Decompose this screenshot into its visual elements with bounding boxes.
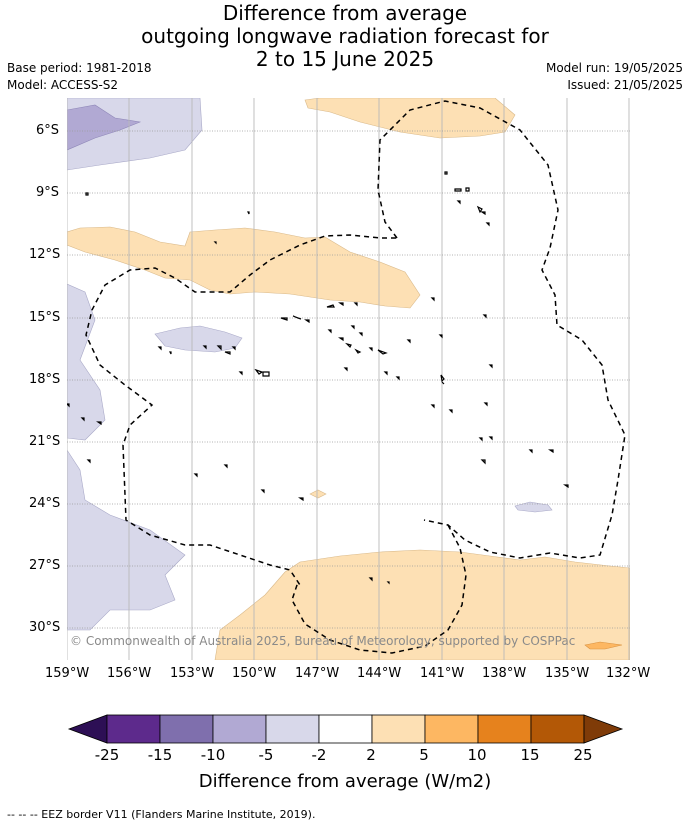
colorbar-segment	[212, 714, 267, 744]
lon-label: 132°W	[606, 666, 651, 681]
model-name: Model: ACCESS-S2	[7, 78, 119, 92]
lat-label: 12°S	[29, 247, 61, 262]
lat-label: 9°S	[36, 185, 60, 200]
lon-label: 150°W	[232, 666, 277, 681]
colorbar-tick-label: 10	[467, 746, 487, 764]
anomaly-positive-region	[304, 98, 516, 139]
lon-label: 141°W	[420, 666, 465, 681]
map-title-line-3: 2 to 15 June 2025	[255, 47, 435, 71]
colorbar-segment	[318, 714, 373, 744]
anomaly-moderate-positive-region	[584, 641, 623, 650]
colorbar-tick-label: 2	[366, 746, 376, 764]
colorbar-min-extension	[67, 714, 108, 744]
colorbar-segment	[106, 714, 161, 744]
anomaly-negative-region	[67, 283, 106, 441]
colorbar-max-extension	[583, 714, 624, 744]
lon-label: 135°W	[545, 666, 590, 681]
colorbar-tick-label: -15	[147, 746, 173, 764]
lon-label: 153°W	[170, 666, 215, 681]
colorbar-tick-label: -5	[258, 746, 274, 764]
lat-label: 24°S	[29, 496, 61, 511]
colorbar-tick-label: 15	[520, 746, 540, 764]
colorbar-segment	[530, 714, 585, 744]
anomaly-strong-negative-region	[67, 104, 142, 151]
map-title-line-1: Difference from average	[222, 1, 468, 25]
eez-legend-note: -- -- -- EEZ border V11 (Flanders Marine…	[7, 808, 316, 821]
anomaly-positive-region	[67, 226, 421, 309]
colorbar-segment	[477, 714, 532, 744]
colorbar-segment	[424, 714, 479, 744]
model-run: Model run: 19/05/2025	[545, 61, 683, 75]
lon-label: 159°W	[45, 666, 90, 681]
lon-label: 156°W	[107, 666, 152, 681]
colorbar-tick-label: -25	[94, 746, 120, 764]
anomaly-positive-region	[214, 549, 630, 660]
lat-label: 30°S	[29, 620, 61, 635]
anomaly-negative-region	[67, 449, 186, 631]
lat-label: 27°S	[29, 558, 61, 573]
map-title-line-2: outgoing longwave radiation forecast for	[141, 24, 549, 48]
anomaly-positive-region	[309, 489, 327, 499]
lon-label: 147°W	[295, 666, 340, 681]
eez-border	[85, 100, 626, 654]
copyright-notice: © Commonwealth of Australia 2025, Bureau…	[70, 634, 576, 648]
lon-label: 138°W	[482, 666, 527, 681]
colorbar-tick-label: 5	[419, 746, 429, 764]
islands	[67, 171, 569, 585]
base-period: Base period: 1981-2018	[7, 61, 152, 75]
colorbar-segment	[159, 714, 214, 744]
colorbar-segment	[265, 714, 320, 744]
colorbar-label: Difference from average (W/m2)	[198, 771, 492, 792]
colorbar-tick-label: -2	[311, 746, 327, 764]
lat-label: 21°S	[29, 434, 61, 449]
lat-label: 18°S	[29, 372, 61, 387]
lon-label: 144°W	[357, 666, 402, 681]
colorbar-tick-label: -10	[200, 746, 226, 764]
colorbar-tick-label: 25	[573, 746, 593, 764]
colorbar-segment	[371, 714, 426, 744]
lat-label: 6°S	[36, 123, 60, 138]
anomaly-negative-region	[514, 501, 553, 513]
lat-label: 15°S	[29, 310, 61, 325]
issued-date: Issued: 21/05/2025	[567, 78, 683, 92]
